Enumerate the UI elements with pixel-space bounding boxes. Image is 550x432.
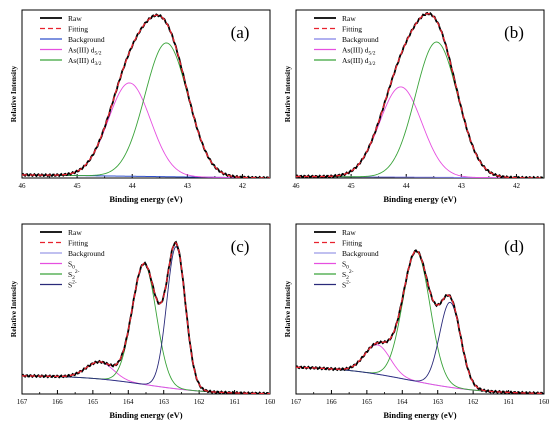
y-axis-label: Relative Intensity (9, 281, 18, 338)
raw-line (296, 249, 544, 394)
legend-label: Raw (68, 228, 82, 237)
legend-label: S0 (68, 260, 75, 271)
x-tick-label: 164 (123, 398, 134, 406)
legend-label: As(III) d5/2 (68, 46, 102, 57)
legend-label: Fitting (342, 25, 362, 34)
x-axis-label: Binding energy (eV) (383, 194, 456, 204)
fitting-line (22, 14, 270, 178)
chart-panel-3: 167 166 165 164 163 162 161 160 Binding energy (… (9, 223, 276, 420)
x-axis-label: Binding energy (eV) (383, 410, 456, 420)
x-tick-label: 164 (397, 398, 408, 406)
x-tick-label: 44 (129, 182, 137, 190)
panel-label: (d) (504, 237, 524, 256)
legend-label: Background (342, 249, 379, 258)
curves (296, 11, 544, 178)
x-tick-label: 161 (503, 398, 514, 406)
legend-label: S2- (68, 280, 77, 290)
peak-component-3 (296, 301, 544, 394)
fitting-line (296, 250, 544, 394)
x-tick-label: 162 (194, 398, 205, 406)
peak-component-2 (22, 263, 270, 394)
x-tick-label: 160 (265, 398, 276, 406)
x-tick-label: 167 (291, 398, 302, 406)
legend-label: Fitting (342, 239, 362, 248)
x-axis-label: Binding energy (eV) (109, 194, 182, 204)
legend-label: S22- (68, 269, 80, 281)
chart-panel-2: 46 45 44 43 42 Binding energy (eV) Relative In… (283, 9, 545, 204)
legend-label: Background (68, 35, 105, 44)
legend-label: Raw (342, 228, 356, 237)
x-tick-label: 45 (74, 182, 82, 190)
peak-component-2 (296, 41, 544, 178)
fitting-line (22, 242, 270, 394)
legend-label: Raw (68, 14, 82, 23)
panel-label: (b) (504, 23, 524, 42)
x-tick-label: 163 (432, 398, 443, 406)
x-tick-label: 161 (229, 398, 240, 406)
x-tick-label: 42 (513, 182, 521, 190)
x-tick-label: 166 (326, 398, 337, 406)
y-axis-label: Relative Intensity (283, 281, 292, 338)
peak-component-1 (22, 82, 270, 178)
curves (22, 240, 270, 394)
plot-frame (295, 9, 545, 179)
peak-component-2 (22, 42, 270, 178)
legend-label: S22- (342, 269, 354, 281)
y-axis-label: Relative Intensity (9, 66, 18, 123)
plot-frame (21, 9, 271, 179)
peak-component-1 (296, 86, 544, 178)
legend-label: Fitting (68, 239, 88, 248)
x-tick-label: 43 (458, 182, 466, 190)
panel-label: (a) (231, 23, 250, 42)
peak-component-3 (22, 246, 270, 394)
peak-component-2 (296, 251, 544, 394)
x-tick-label: 163 (158, 398, 169, 406)
x-tick-label: 45 (348, 182, 356, 190)
legend-label: As(III) d3/2 (342, 56, 376, 67)
legend-label: As(III) d5/2 (342, 46, 376, 57)
legend-label: Background (68, 249, 105, 258)
y-axis-label: Relative Intensity (283, 66, 292, 123)
x-axis-label: Binding energy (eV) (109, 410, 182, 420)
x-tick-label: 165 (88, 398, 99, 406)
x-tick-label: 167 (17, 398, 28, 406)
chart-panel-1: 46 45 44 43 42 Binding energy (eV) Relative In… (9, 9, 271, 204)
raw-line (22, 240, 270, 394)
x-tick-label: 162 (468, 398, 479, 406)
legend-label: S2- (342, 280, 351, 290)
x-tick-label: 165 (362, 398, 373, 406)
fitting-line (296, 12, 544, 178)
x-tick-label: 160 (539, 398, 550, 406)
curves (296, 249, 544, 394)
x-tick-label: 43 (184, 182, 192, 190)
x-tick-label: 46 (19, 182, 27, 190)
chart-panel-4: 167 166 165 164 163 162 161 160 Binding energy (… (283, 223, 550, 420)
x-tick-label: 44 (403, 182, 411, 190)
legend-label: Background (342, 35, 379, 44)
x-tick-label: 42 (239, 182, 247, 190)
x-tick-label: 46 (293, 182, 301, 190)
panel-label: (c) (231, 237, 250, 256)
legend-label: As(III) d3/2 (68, 56, 102, 67)
x-tick-label: 166 (52, 398, 63, 406)
curves (22, 13, 270, 178)
legend-label: Raw (342, 14, 356, 23)
legend-label: Fitting (68, 25, 88, 34)
legend-label: S0 (342, 260, 349, 271)
